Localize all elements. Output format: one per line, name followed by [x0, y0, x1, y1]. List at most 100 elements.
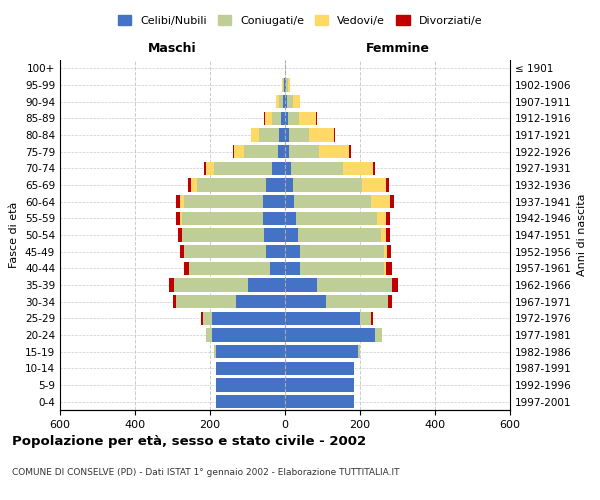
Bar — [371, 312, 373, 325]
Bar — [206, 328, 212, 342]
Y-axis label: Anni di nascita: Anni di nascita — [577, 194, 587, 276]
Bar — [310, 128, 334, 141]
Bar — [285, 112, 288, 125]
Bar — [385, 245, 388, 258]
Bar — [349, 145, 350, 158]
Bar — [285, 95, 287, 108]
Bar — [285, 295, 326, 308]
Bar — [388, 295, 392, 308]
Bar — [184, 195, 263, 208]
Bar — [283, 95, 285, 108]
Bar — [200, 312, 203, 325]
Bar — [270, 262, 285, 275]
Bar — [285, 378, 355, 392]
Bar — [265, 228, 285, 241]
Bar — [212, 328, 285, 342]
Bar — [298, 228, 380, 241]
Bar — [214, 345, 215, 358]
Text: Femmine: Femmine — [365, 42, 430, 55]
Bar — [233, 145, 235, 158]
Bar — [285, 212, 296, 225]
Bar — [286, 78, 287, 92]
Bar — [358, 345, 360, 358]
Bar — [287, 78, 290, 92]
Bar — [180, 245, 184, 258]
Bar — [285, 395, 355, 408]
Bar — [284, 78, 285, 92]
Bar — [392, 278, 398, 291]
Bar — [299, 112, 316, 125]
Bar — [285, 278, 317, 291]
Bar — [178, 228, 182, 241]
Bar — [375, 328, 382, 342]
Bar — [203, 312, 212, 325]
Bar — [300, 245, 385, 258]
Bar — [182, 228, 265, 241]
Bar — [343, 162, 373, 175]
Bar — [180, 212, 182, 225]
Legend: Celibi/Nubili, Coniugati/e, Vedovi/e, Divorziati/e: Celibi/Nubili, Coniugati/e, Vedovi/e, Di… — [113, 10, 487, 30]
Bar — [169, 278, 175, 291]
Bar — [295, 195, 371, 208]
Text: COMUNE DI CONSELVE (PD) - Dati ISTAT 1° gennaio 2002 - Elaborazione TUTTITALIA.I: COMUNE DI CONSELVE (PD) - Dati ISTAT 1° … — [12, 468, 400, 477]
Bar — [173, 295, 176, 308]
Bar — [377, 212, 386, 225]
Bar — [248, 278, 285, 291]
Bar — [285, 228, 298, 241]
Bar — [285, 362, 355, 375]
Bar — [275, 95, 278, 108]
Bar — [285, 78, 286, 92]
Y-axis label: Fasce di età: Fasce di età — [10, 202, 19, 268]
Bar — [182, 212, 263, 225]
Bar — [277, 145, 285, 158]
Bar — [205, 162, 206, 175]
Bar — [184, 262, 190, 275]
Bar — [278, 95, 283, 108]
Bar — [285, 128, 289, 141]
Bar — [296, 212, 377, 225]
Bar — [176, 195, 180, 208]
Bar — [281, 112, 285, 125]
Bar — [236, 295, 285, 308]
Bar — [266, 245, 285, 258]
Bar — [371, 195, 390, 208]
Bar — [390, 195, 394, 208]
Bar — [176, 295, 236, 308]
Bar — [300, 262, 385, 275]
Bar — [386, 262, 392, 275]
Bar — [293, 95, 300, 108]
Bar — [272, 162, 285, 175]
Bar — [244, 145, 277, 158]
Bar — [285, 195, 295, 208]
Bar — [285, 245, 300, 258]
Bar — [373, 162, 375, 175]
Bar — [319, 145, 349, 158]
Bar — [215, 362, 285, 375]
Bar — [212, 312, 285, 325]
Bar — [206, 162, 214, 175]
Text: Maschi: Maschi — [148, 42, 197, 55]
Bar — [263, 212, 285, 225]
Bar — [289, 128, 310, 141]
Bar — [214, 162, 272, 175]
Bar — [293, 178, 362, 192]
Bar — [259, 128, 280, 141]
Bar — [386, 178, 389, 192]
Bar — [285, 262, 300, 275]
Bar — [288, 112, 299, 125]
Bar — [266, 178, 285, 192]
Bar — [290, 162, 343, 175]
Bar — [388, 245, 391, 258]
Bar — [289, 145, 319, 158]
Bar — [360, 312, 371, 325]
Bar — [263, 195, 285, 208]
Bar — [197, 178, 266, 192]
Bar — [386, 212, 390, 225]
Bar — [285, 145, 289, 158]
Bar — [280, 128, 285, 141]
Bar — [251, 128, 259, 141]
Bar — [184, 245, 266, 258]
Bar — [285, 312, 360, 325]
Bar — [215, 395, 285, 408]
Bar — [176, 212, 180, 225]
